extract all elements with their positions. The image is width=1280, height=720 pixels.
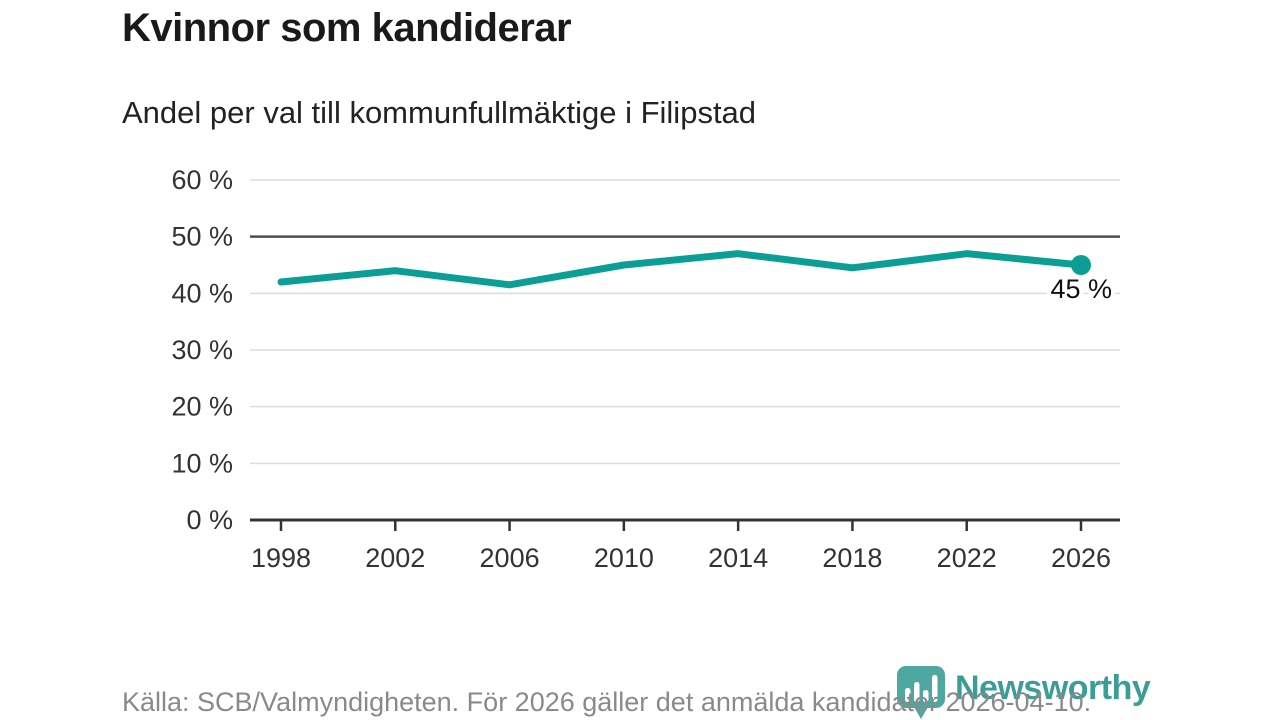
- x-tick-label: 2022: [937, 543, 997, 573]
- end-point-label: 45 %: [1050, 274, 1112, 304]
- x-tick-label: 2010: [594, 543, 654, 573]
- x-tick-label: 2026: [1051, 543, 1111, 573]
- x-tick-label: 2014: [708, 543, 768, 573]
- x-tick-label: 2018: [822, 543, 882, 573]
- newsworthy-logo: Newsworthy: [897, 666, 1151, 720]
- x-tick-label: 1998: [251, 543, 311, 573]
- y-tick-label: 50 %: [171, 222, 233, 252]
- source-note: Källa: SCB/Valmyndigheten. För 2026 gäll…: [122, 687, 1092, 717]
- y-tick-label: 30 %: [171, 335, 233, 365]
- x-tick-label: 2002: [365, 543, 425, 573]
- newsworthy-wordmark: Newsworthy: [955, 669, 1151, 707]
- y-tick-label: 20 %: [171, 392, 233, 422]
- chart-title: Kvinnor som kandiderar: [122, 6, 572, 50]
- end-point-dot: [1071, 255, 1091, 275]
- x-tick-label: 2006: [480, 543, 540, 573]
- y-tick-label: 40 %: [171, 278, 233, 308]
- y-tick-label: 60 %: [171, 165, 233, 195]
- chart-subtitle: Andel per val till kommunfullmäktige i F…: [122, 95, 757, 130]
- y-tick-label: 0 %: [186, 505, 233, 535]
- bar-chart-pin-icon: [897, 666, 945, 719]
- y-tick-label: 10 %: [171, 448, 233, 478]
- trend-line: [277, 250, 1085, 289]
